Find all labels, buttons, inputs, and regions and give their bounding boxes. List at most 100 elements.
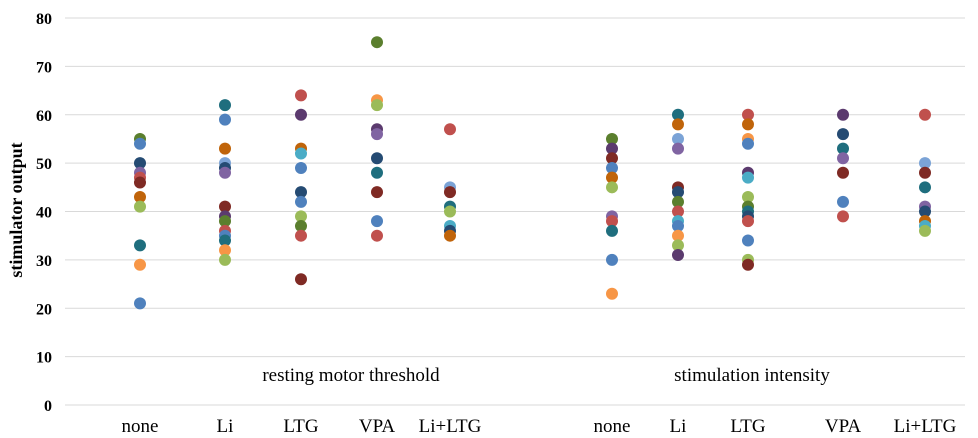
data-point xyxy=(742,137,754,150)
data-point xyxy=(672,229,684,242)
data-point xyxy=(219,113,231,126)
x-tick-label: LTG xyxy=(283,416,318,437)
data-point xyxy=(742,118,754,131)
data-point xyxy=(219,215,231,228)
data-point xyxy=(919,108,931,121)
data-point xyxy=(672,205,684,218)
data-point xyxy=(837,195,849,208)
data-point xyxy=(371,99,383,112)
data-point xyxy=(672,132,684,145)
data-point xyxy=(134,297,146,310)
data-point xyxy=(134,157,146,170)
x-tick-label: Li xyxy=(670,416,687,437)
y-tick-label: 60 xyxy=(36,108,52,125)
data-point xyxy=(672,195,684,208)
y-tick-label: 30 xyxy=(36,253,52,270)
y-tick-label: 40 xyxy=(36,205,52,222)
data-point xyxy=(219,142,231,155)
y-tick-label: 20 xyxy=(36,301,52,318)
y-tick-label: 80 xyxy=(36,11,52,28)
data-point xyxy=(606,171,618,184)
data-point xyxy=(672,249,684,262)
data-point xyxy=(295,210,307,223)
data-points xyxy=(134,36,931,310)
y-tick-label: 10 xyxy=(36,350,52,367)
data-point xyxy=(371,152,383,165)
data-point xyxy=(742,215,754,228)
x-tick-label: VPA xyxy=(825,416,862,437)
data-point xyxy=(742,190,754,203)
data-point xyxy=(919,205,931,218)
data-point xyxy=(134,137,146,150)
gridlines xyxy=(65,17,965,406)
data-point xyxy=(837,108,849,121)
y-tick-label: 70 xyxy=(36,59,52,76)
data-point xyxy=(742,234,754,247)
data-point xyxy=(444,229,456,242)
x-tick-label: Li xyxy=(217,416,234,437)
data-point xyxy=(837,166,849,179)
data-point xyxy=(606,161,618,174)
x-tick-label: none xyxy=(594,416,631,437)
y-tick-labels: 0 10 20 30 40 50 60 70 80 xyxy=(36,11,52,415)
y-axis-label: stimulator output xyxy=(6,142,26,277)
data-point xyxy=(919,181,931,194)
data-point xyxy=(672,239,684,252)
x-tick-label: none xyxy=(122,416,159,437)
data-point xyxy=(444,123,456,136)
data-point xyxy=(606,287,618,300)
data-point xyxy=(134,258,146,271)
data-point xyxy=(444,205,456,218)
x-tick-label: Li+LTG xyxy=(894,416,957,437)
data-point xyxy=(742,258,754,271)
group-label: resting motor threshold xyxy=(262,365,440,386)
data-point xyxy=(295,273,307,286)
data-point xyxy=(371,186,383,199)
x-tick-labels: none Li LTG VPA Li+LTG none Li LTG VPA Li+LTG xyxy=(122,416,957,437)
data-point xyxy=(837,152,849,165)
data-point xyxy=(371,229,383,242)
data-point xyxy=(672,118,684,131)
data-point xyxy=(295,195,307,208)
data-point xyxy=(295,161,307,174)
data-point xyxy=(606,152,618,165)
data-point xyxy=(219,234,231,247)
data-point xyxy=(219,253,231,266)
data-point xyxy=(444,186,456,199)
data-point xyxy=(134,176,146,189)
data-point xyxy=(295,89,307,102)
data-point xyxy=(919,157,931,170)
data-point xyxy=(672,186,684,199)
data-point xyxy=(837,142,849,155)
data-point xyxy=(742,171,754,184)
data-point xyxy=(219,200,231,213)
data-point xyxy=(219,99,231,112)
data-point xyxy=(606,253,618,266)
x-tick-label: LTG xyxy=(730,416,765,437)
group-labels: resting motor threshold stimulation inten… xyxy=(262,365,830,386)
data-point xyxy=(295,229,307,242)
data-point xyxy=(371,166,383,179)
group-label: stimulation intensity xyxy=(674,365,830,386)
data-point xyxy=(134,239,146,252)
data-point xyxy=(219,166,231,179)
data-point xyxy=(606,142,618,155)
y-tick-label: 50 xyxy=(36,156,52,173)
data-point xyxy=(837,128,849,141)
data-point xyxy=(606,224,618,237)
x-tick-label: VPA xyxy=(359,416,396,437)
data-point xyxy=(742,108,754,121)
data-point xyxy=(134,190,146,203)
data-point xyxy=(919,166,931,179)
data-point xyxy=(295,220,307,233)
data-point xyxy=(606,181,618,194)
y-tick-label: 0 xyxy=(44,398,52,415)
data-point xyxy=(672,220,684,233)
data-point xyxy=(672,142,684,155)
data-point xyxy=(606,215,618,228)
data-point xyxy=(837,210,849,223)
data-point xyxy=(606,132,618,145)
data-point xyxy=(672,108,684,121)
data-point xyxy=(371,128,383,141)
